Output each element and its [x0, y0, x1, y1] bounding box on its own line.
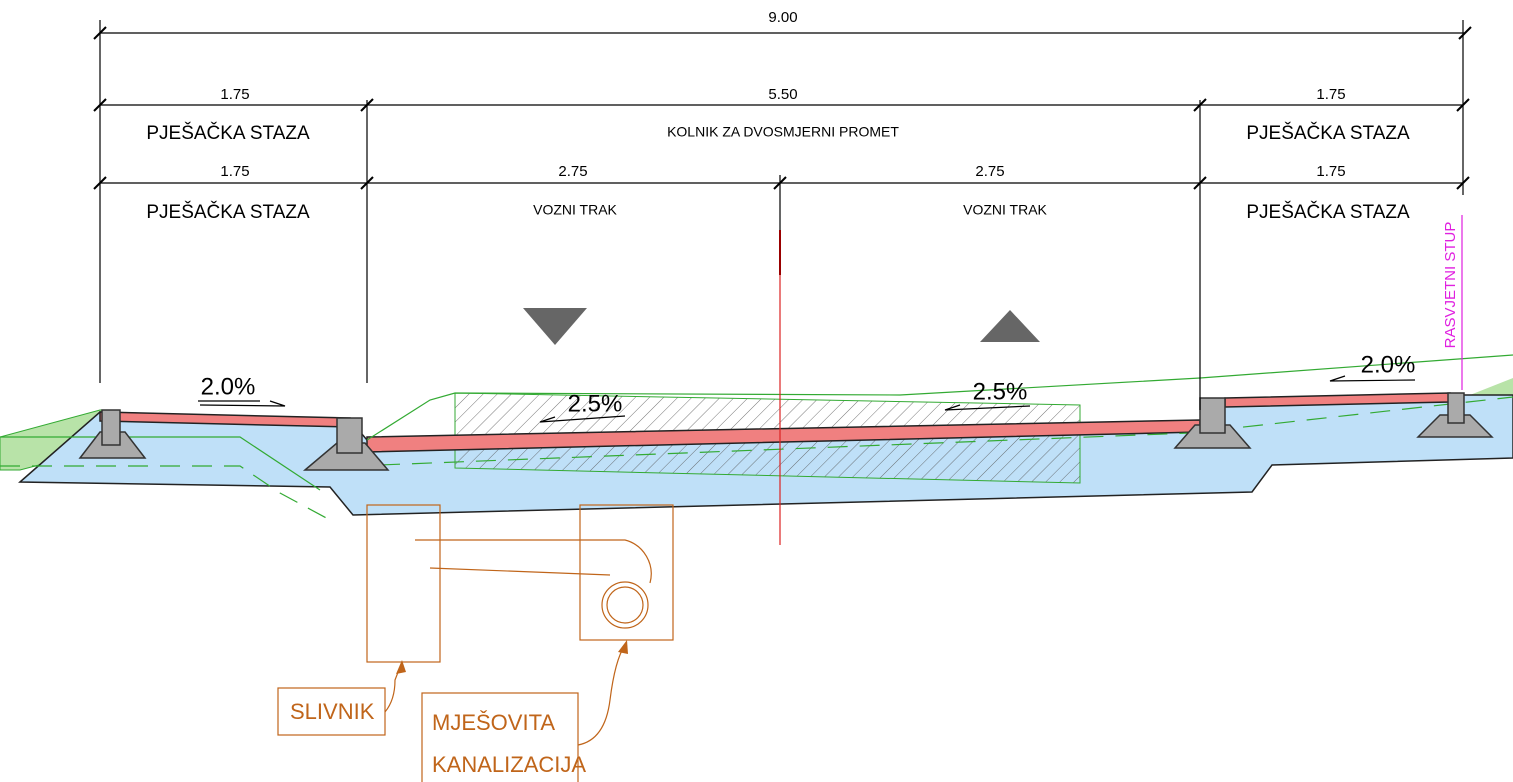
- callout-label: SLIVNIK: [290, 699, 375, 724]
- slope-label: 2.0%: [201, 373, 256, 400]
- zone-label: PJEŠAČKA STAZA: [146, 201, 310, 223]
- zone-label: PJEŠAČKA STAZA: [1246, 201, 1410, 223]
- dimension-lines: [93, 20, 1472, 545]
- dimension: 5.50: [768, 86, 797, 103]
- slope-label: 2.5%: [973, 378, 1028, 405]
- slope-label: 2.5%: [568, 390, 623, 417]
- pole-label: RASVJETNI STUP: [1442, 222, 1459, 349]
- zone-label: KOLNIK ZA DVOSMJERNI PROMET: [667, 124, 899, 140]
- callout-label: MJEŠOVITA: [432, 710, 555, 735]
- zone-label: PJEŠAČKA STAZA: [146, 122, 310, 144]
- terrain-line: [0, 436, 321, 491]
- zone-label: PJEŠAČKA STAZA: [1246, 122, 1410, 144]
- subgrade-line: [0, 465, 331, 521]
- slope-label: 2.0%: [1361, 351, 1416, 378]
- dimension: 1.75: [220, 163, 249, 180]
- dimension: 2.75: [975, 163, 1004, 180]
- dimension: 1.75: [1316, 163, 1345, 180]
- dimension-total: 9.00: [768, 9, 797, 26]
- direction-marker: [980, 310, 1040, 342]
- dimension: 1.75: [1316, 86, 1345, 103]
- dimension: 2.75: [558, 163, 587, 180]
- drainage: [277, 504, 674, 782]
- direction-marker: [523, 308, 587, 345]
- dimension: 1.75: [220, 86, 249, 103]
- curbs: [78, 392, 1494, 471]
- zone-label: VOZNI TRAK: [963, 202, 1047, 218]
- callout-label: KANALIZACIJA: [432, 752, 586, 777]
- zone-label: VOZNI TRAK: [533, 202, 617, 218]
- terrain-line: [366, 354, 1513, 441]
